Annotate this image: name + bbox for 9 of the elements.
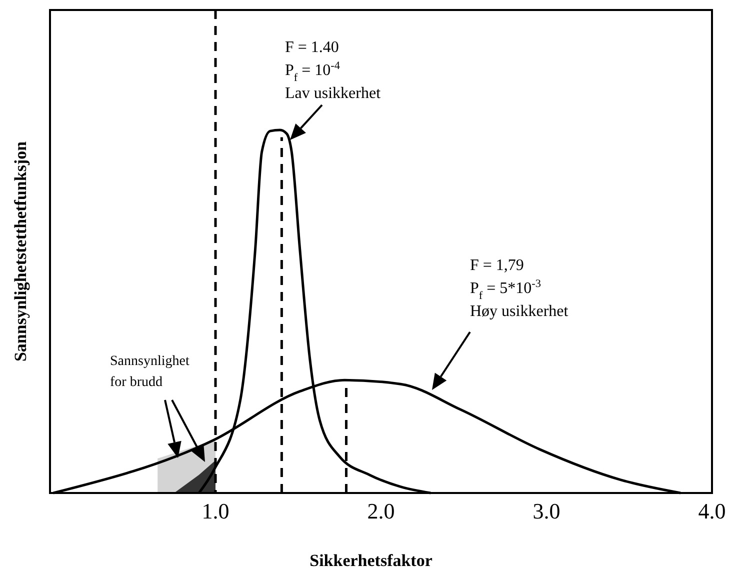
x-tick-label: 2.0: [367, 498, 395, 524]
x-tick-label: 3.0: [532, 498, 560, 524]
annotation: Sannsynlighet for brudd: [110, 354, 190, 390]
y-axis-title: Sannsynlighetstetthetfunksjon: [11, 140, 30, 362]
annotation: F = 1,79 P$_{f}$ = 5*10$^{-3}$ Høy usikkerhet: [470, 257, 569, 320]
x-tick-label: 4.0: [698, 498, 726, 524]
x-tick-label: 1.0: [202, 498, 230, 524]
x-axis-title: Sikkerhetsfaktor: [310, 551, 433, 570]
text: F = 1.40 P$_{f}$ = 10$^{-4}$ Lav usikkerhet: [285, 39, 382, 102]
